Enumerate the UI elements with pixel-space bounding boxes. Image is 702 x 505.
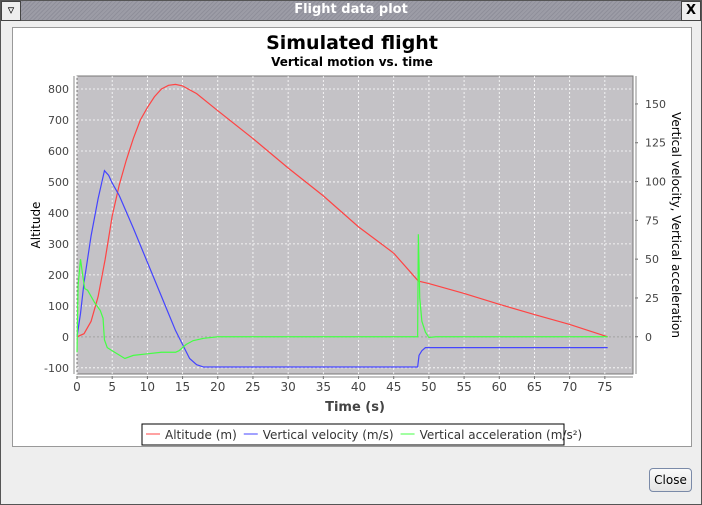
chart-panel: Simulated flight Vertical motion vs. time… <box>12 27 692 447</box>
x-tick-label: 50 <box>421 380 436 394</box>
close-button[interactable]: Close <box>649 468 692 492</box>
series-line-0 <box>76 83 608 338</box>
y-right-tick-label: 25 <box>645 292 659 305</box>
chart-subtitle: Vertical motion vs. time <box>271 55 433 69</box>
y-right-tick-label: 0 <box>645 331 652 344</box>
x-tick-label: 70 <box>562 380 577 394</box>
x-icon: X <box>685 3 697 18</box>
y-right-tick-label: 75 <box>645 214 659 227</box>
y-left-axis-label: Altitude <box>29 202 43 249</box>
legend <box>141 423 565 446</box>
y-right-tick-label: 50 <box>645 253 659 266</box>
legend-item-1: Vertical velocity (m/s) <box>263 428 394 442</box>
plot-area <box>76 75 634 375</box>
x-tick-label: 5 <box>108 380 116 394</box>
x-tick-label: 40 <box>351 380 366 394</box>
y-left-tick-label: 600 <box>48 145 69 158</box>
y-right-tick-label: 150 <box>645 98 666 111</box>
window-close-button[interactable]: X <box>681 1 701 21</box>
x-tick-label: 65 <box>527 380 542 394</box>
y-left-tick-label: 700 <box>48 114 69 127</box>
x-tick-label: 30 <box>280 380 295 394</box>
y-left-tick-label: 300 <box>48 238 69 251</box>
y-left-tick-label: -100 <box>44 362 69 375</box>
x-tick-label: 75 <box>597 380 612 394</box>
series-line-1 <box>76 169 608 368</box>
legend-item-0: Altitude (m) <box>165 428 237 442</box>
triangle-down-icon: ▿ <box>7 3 15 18</box>
y-right-axis-label: Vertical velocity, Vertical acceleration <box>669 112 683 338</box>
x-tick-label: 0 <box>73 380 81 394</box>
window-menu-button[interactable]: ▿ <box>1 1 21 21</box>
x-tick-label: 25 <box>245 380 260 394</box>
y-left-tick-label: 0 <box>62 331 69 344</box>
y-left-tick-label: 200 <box>48 269 69 282</box>
chart-title: Simulated flight <box>266 32 438 54</box>
x-tick-label: 45 <box>386 380 401 394</box>
y-left-tick-label: 100 <box>48 300 69 313</box>
title-bar[interactable]: ▿ Flight data plot X <box>1 1 701 21</box>
x-tick-label: 35 <box>316 380 331 394</box>
x-tick-label: 20 <box>210 380 225 394</box>
y-right-tick-label: 125 <box>645 137 666 150</box>
series-line-2 <box>76 234 608 360</box>
x-tick-label: 55 <box>456 380 471 394</box>
y-right-tick-label: 100 <box>645 176 666 189</box>
legend-item-2: Vertical acceleration (m/s²) <box>420 428 583 442</box>
x-tick-label: 15 <box>175 380 190 394</box>
x-axis-label: Time (s) <box>325 400 385 415</box>
window-title: Flight data plot <box>294 2 408 17</box>
x-tick-label: 10 <box>140 380 155 394</box>
x-tick-label: 60 <box>492 380 507 394</box>
y-left-tick-label: 500 <box>48 176 69 189</box>
y-left-tick-label: 400 <box>48 207 69 220</box>
y-left-tick-label: 800 <box>48 83 69 96</box>
